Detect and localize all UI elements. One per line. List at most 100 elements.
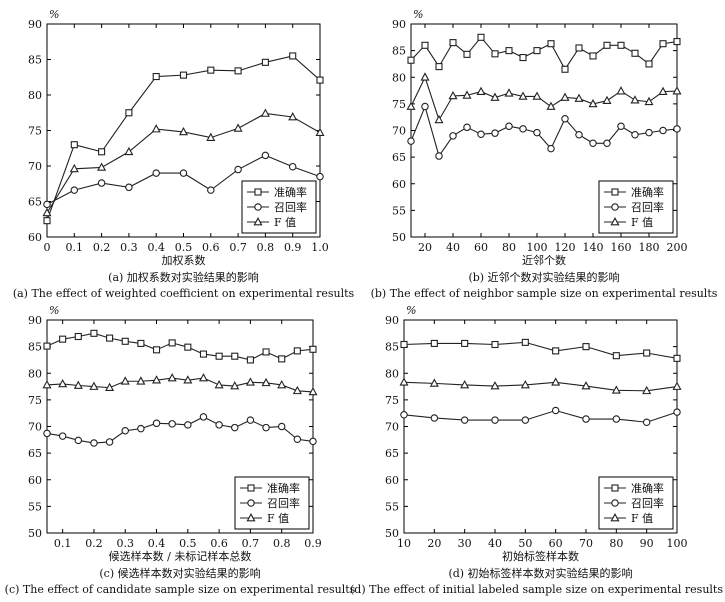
data-point-circle (645, 128, 653, 137)
data-point-square (463, 50, 471, 58)
x-tick-label: 0.9 (304, 537, 322, 550)
data-point-circle (460, 416, 469, 424)
data-point-triangle (490, 92, 500, 101)
data-point-triangle (152, 375, 162, 384)
chart-panel-c: % 50 55 60 65 70 75 80 85 90 0.1 0.2 0.3 0.4 0.5 0.6 0.7… (5, 304, 356, 596)
data-point-circle (612, 415, 621, 423)
x-axis-label: 初始标签样本数 (502, 549, 579, 563)
data-point-triangle (406, 101, 416, 110)
legend-label: F 值 (274, 216, 296, 229)
x-tick-label: 180 (639, 241, 660, 254)
y-tick-label: 75 (392, 98, 406, 111)
x-tick-label: 140 (583, 241, 604, 254)
data-point-triangle (124, 146, 134, 156)
y-tick-label: 50 (385, 527, 399, 540)
data-point-triangle (672, 86, 682, 95)
legend-marker-square (611, 484, 619, 492)
legend-label: 准确率 (631, 185, 664, 199)
chart-panel-d: % 50 55 60 65 70 75 80 85 90 10 20 30 40 50 60 70 80 90 100… (350, 304, 723, 596)
data-point-circle (168, 420, 176, 428)
x-tick-label: 90 (640, 537, 654, 550)
data-point-square (533, 47, 541, 55)
x-tick-label: 0.3 (120, 241, 138, 254)
y-tick-label: 75 (28, 394, 42, 407)
data-point-square (589, 52, 597, 60)
data-point-triangle (658, 86, 668, 95)
data-point-circle (659, 126, 667, 135)
x-tick-label: 10 (397, 537, 411, 550)
series-line-circle (403, 409, 678, 423)
y-tick-label: 90 (28, 18, 42, 31)
x-axis-label: 候选样本数 / 未标记样本总数 (109, 549, 252, 563)
data-point-square (645, 60, 653, 68)
series-line-triangle (46, 377, 314, 393)
data-point-triangle (644, 96, 654, 106)
data-point-circle (575, 131, 583, 139)
data-point-square (673, 38, 681, 46)
data-point-triangle (167, 373, 177, 382)
x-tick-label: 0.9 (284, 241, 302, 254)
data-point-circle (246, 416, 255, 424)
y-tick-label: 50 (392, 231, 406, 244)
data-point-triangle (602, 95, 612, 105)
data-point-triangle (97, 162, 107, 171)
x-tick-label: 20 (427, 537, 441, 550)
data-point-circle (105, 438, 114, 446)
x-tick-label: 40 (488, 537, 502, 550)
data-point-circle (277, 422, 286, 431)
y-tick-label: 85 (385, 341, 399, 354)
data-point-triangle (183, 375, 193, 384)
data-point-circle (90, 439, 98, 447)
y-tick-label: 85 (392, 45, 406, 58)
data-point-circle (435, 152, 443, 160)
caption-english: (c) The effect of candidate sample size … (5, 583, 356, 596)
x-tick-label: 60 (549, 537, 563, 550)
data-point-square (70, 141, 78, 149)
data-point-circle (121, 427, 129, 435)
data-point-circle (125, 183, 133, 192)
y-tick-label: 70 (392, 125, 406, 138)
legend-marker-circle (611, 203, 619, 211)
data-point-triangle (532, 91, 542, 100)
y-tick-label: 70 (385, 421, 399, 434)
data-point-triangle (260, 108, 270, 117)
y-unit-label: % (49, 304, 59, 317)
data-point-square (505, 47, 513, 55)
legend-label: 召回率 (631, 496, 664, 510)
legend-marker-square (247, 484, 255, 492)
series-line-circle (46, 416, 314, 444)
x-tick-label: 0.1 (66, 241, 84, 254)
data-point-square (575, 44, 583, 52)
data-point-triangle (399, 377, 409, 386)
data-point-square (407, 56, 415, 64)
y-tick-label: 80 (28, 89, 42, 102)
y-unit-label: % (406, 304, 416, 317)
data-point-circle (551, 406, 560, 415)
data-point-circle (74, 436, 83, 445)
data-point-circle (521, 416, 530, 424)
y-tick-label: 75 (28, 125, 42, 138)
data-point-circle (234, 165, 242, 174)
data-point-square (137, 339, 145, 347)
y-tick-label: 65 (392, 151, 406, 164)
caption-english: (d) The effect of initial labeled sample… (350, 583, 723, 596)
legend-label: 召回率 (267, 496, 300, 510)
data-point-square (461, 339, 469, 347)
data-point-triangle (73, 380, 83, 389)
data-point-circle (491, 129, 499, 137)
data-point-square (199, 350, 208, 358)
data-point-square (491, 50, 499, 58)
data-point-square (262, 348, 270, 356)
data-point-square (152, 72, 160, 81)
data-point-triangle (429, 378, 439, 387)
data-point-square (552, 347, 560, 355)
caption-english: (b) The effect of neighbor sample size o… (371, 287, 718, 300)
data-point-square (561, 65, 569, 73)
data-point-square (74, 332, 82, 341)
data-point-circle (477, 130, 485, 138)
x-axis-label: 加权系数 (162, 254, 206, 267)
data-point-square (643, 349, 651, 357)
y-unit-label: % (49, 8, 59, 21)
data-point-circle (199, 413, 208, 421)
